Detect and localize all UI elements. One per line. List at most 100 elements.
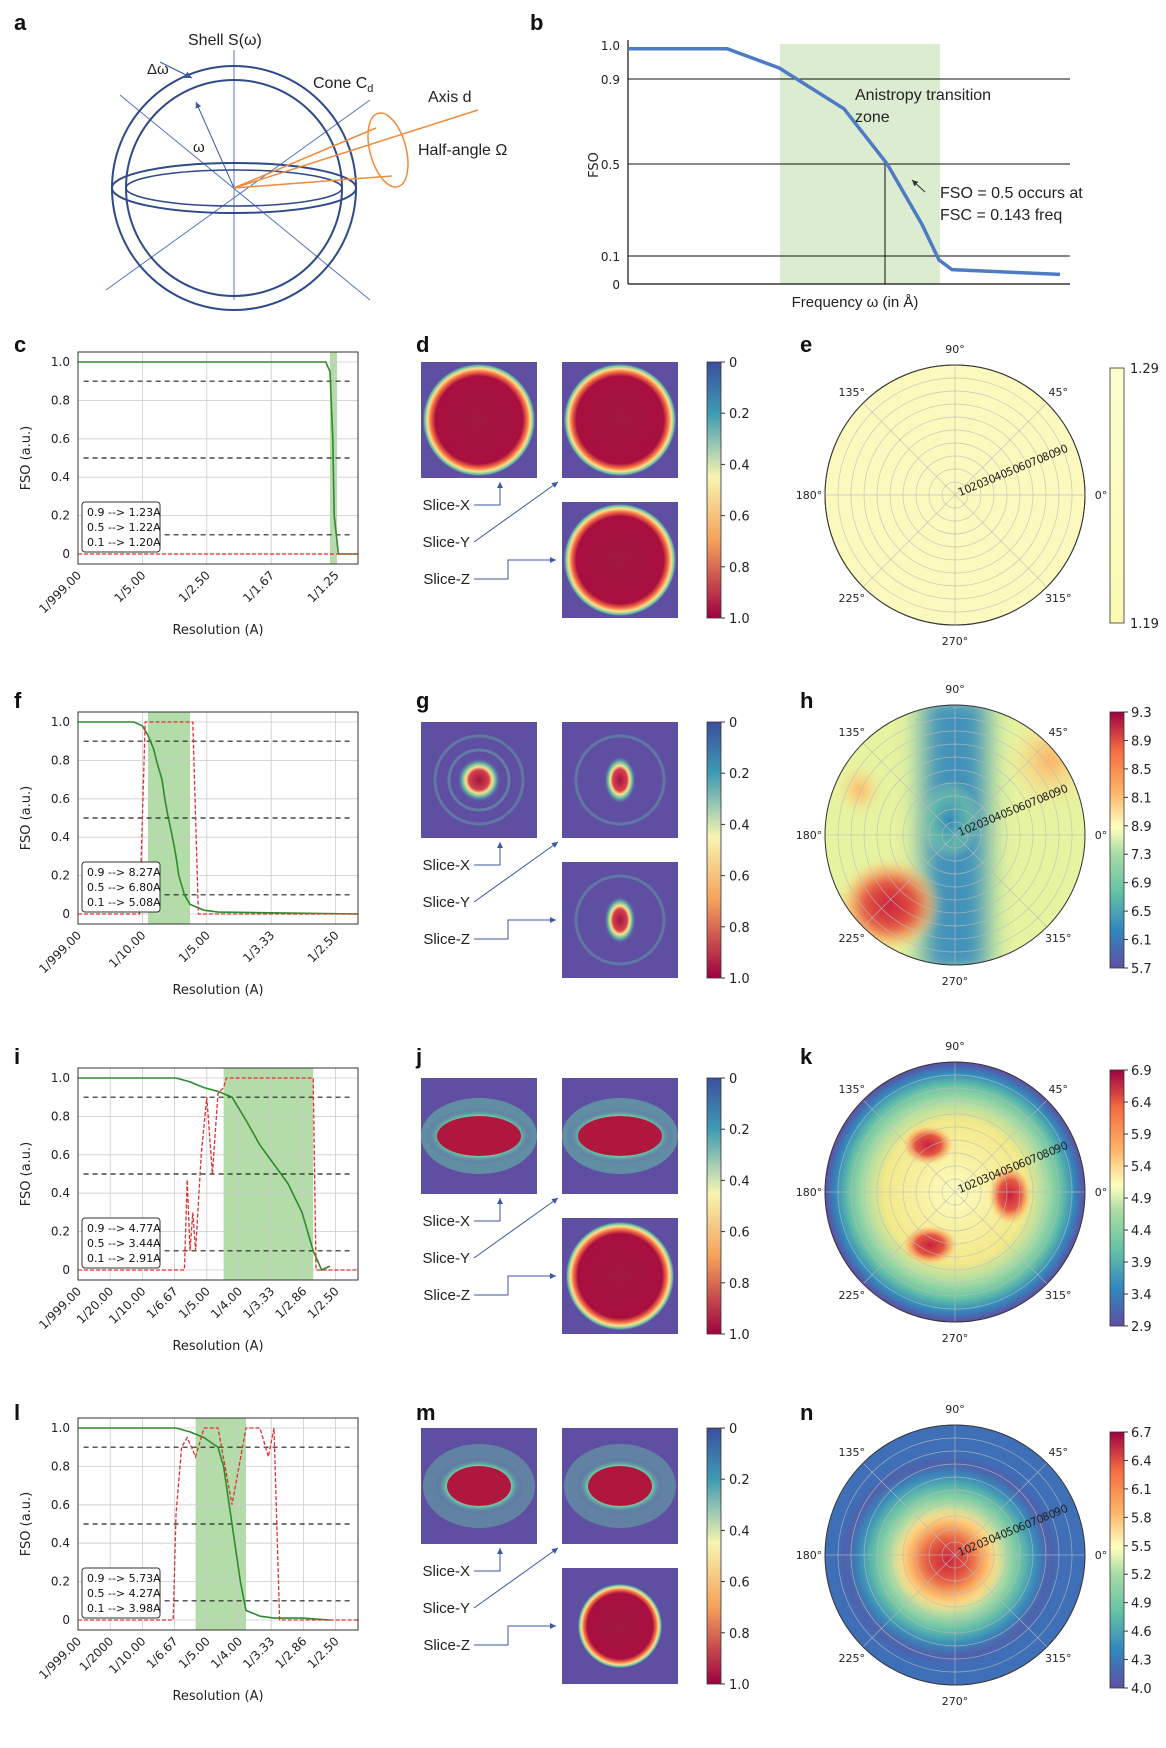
polar-radial-label: 10 (956, 1542, 974, 1559)
polar-angle-label: 180° (796, 829, 823, 842)
polar-radial-label: 50 (1004, 462, 1022, 479)
panel-letter-f: f (14, 688, 22, 713)
colorbar-tick-label: 0 (729, 1422, 737, 1437)
polar-angle-label: 225° (839, 932, 866, 945)
legend-box (81, 1567, 161, 1619)
slice-z-spot (604, 896, 636, 944)
colorbar-tick-label: 1.0 (729, 972, 750, 987)
colorbar-tick-label: 4.3 (1131, 1654, 1152, 1669)
b-zone-label-1: Anistropy transition (855, 87, 991, 104)
polar-radial-label: 60 (1016, 1154, 1034, 1171)
fsc-dashed-series (78, 1077, 358, 1271)
slice-z-connector (474, 1623, 556, 1646)
panel-letter-n: n (800, 1400, 813, 1425)
colorbar-tick-label: 2.9 (1131, 1320, 1152, 1335)
legend-entry: 0.1 --> 2.91A (87, 1252, 161, 1265)
y-tick-label: 0.2 (51, 509, 70, 523)
fso-series (78, 1077, 331, 1272)
panel-letter-m: m (416, 1400, 436, 1425)
slice-y-connector (473, 1197, 559, 1259)
plot-frame (77, 351, 359, 565)
y-axis-label: FSO (a.u.) (19, 786, 34, 850)
polar-overlays: 90°45°0°315°270°225°180°135°102030405060… (796, 343, 1108, 1708)
panel-letter-j: j (415, 1044, 422, 1069)
colorbar-tick-label: 4.0 (1131, 1682, 1152, 1697)
slice-colorbar (706, 1427, 722, 1685)
slice-z-disc (578, 1584, 662, 1668)
colorbar-tick-label: 6.1 (1131, 1483, 1152, 1498)
legend-box (81, 861, 161, 913)
x-tick-label: 1/2.50 (176, 568, 213, 605)
x-axis-label: Resolution (A) (172, 623, 263, 638)
x-tick-label: 1/1.25 (305, 568, 342, 605)
polar-grid-spoke (954, 1099, 1048, 1193)
legend-entry: 0.1 --> 3.98A (87, 1602, 161, 1615)
colorbar-tick-label: 9.3 (1131, 706, 1152, 721)
colorbar-tick-label: 3.9 (1131, 1256, 1152, 1271)
polar-grid-spoke (954, 742, 1048, 836)
fso-series (78, 1427, 331, 1621)
slice-z-connector (474, 1273, 556, 1296)
colorbar-tick-label: 6.5 (1131, 905, 1152, 920)
colorbar-tick-label: 0.6 (729, 1576, 750, 1591)
colorbar-tick-label: 3.4 (1131, 1288, 1152, 1303)
colorbar-tick-label: 0 (729, 356, 737, 371)
x-tick-label: 1/1.67 (240, 568, 277, 605)
polar-radial-label: 60 (1016, 457, 1034, 474)
colorbar-tick-label: 6.4 (1131, 1096, 1152, 1111)
colorbar-n (1109, 1431, 1125, 1689)
x-tick-label: 1/2.50 (305, 1634, 342, 1671)
colorbar-tick-label: 5.9 (1131, 1128, 1152, 1143)
colorbar-tick-label: 8.5 (1131, 763, 1152, 778)
x-tick-label: 1/5.00 (176, 1284, 213, 1321)
y-tick-label: 0 (62, 547, 70, 561)
y-tick-label: 0.4 (51, 830, 70, 844)
h-center-blue (920, 780, 980, 860)
polar-radial-label: 40 (992, 467, 1010, 484)
polar-radial-label: 60 (1016, 797, 1034, 814)
legend-box (81, 501, 161, 553)
colorbar-tick-label: 5.2 (1131, 1568, 1152, 1583)
y-tick-label: 0.8 (51, 753, 70, 767)
shell-label: Shell S(ω) (188, 32, 262, 49)
colorbar-tick-label: 0.8 (729, 921, 750, 936)
cone-axis-line (233, 109, 479, 189)
colorbar-tick-label: 8.9 (1131, 734, 1152, 749)
slice-x-connector (474, 1548, 503, 1572)
colorbar-tick-label: 6.9 (1131, 1064, 1152, 1079)
ring (574, 734, 666, 826)
colorbar-tick-label: 4.6 (1131, 1625, 1152, 1640)
polar-radial-label: 30 (980, 1532, 998, 1549)
slice-y-label: Slice-Y (422, 534, 470, 551)
polar-angle-label: 225° (839, 592, 866, 605)
y-tick-label: 0.8 (51, 393, 70, 407)
panel-letter-l: l (14, 1400, 20, 1425)
colorbar-tick-label: 6.4 (1131, 1454, 1152, 1469)
polar-grid-spoke (954, 1191, 1048, 1285)
b-note-arrow (911, 179, 926, 193)
polar-radial-label: 10 (956, 1179, 974, 1196)
polar-grid-spoke (862, 494, 956, 588)
polar-angle-label: 315° (1045, 592, 1072, 605)
slices-m (421, 1428, 678, 1684)
omega-arrow (195, 101, 235, 189)
slice-x-connector (474, 842, 503, 866)
x-tick-label: 1/999.00 (36, 1634, 84, 1682)
y-tick-label: 0.4 (51, 1536, 70, 1550)
x-tick-label: 1/6.67 (144, 1634, 181, 1671)
y-axis-label: FSO (a.u.) (19, 426, 34, 490)
x-tick-label: 1/3.33 (240, 1634, 277, 1671)
colorbar-tick-label: 0.8 (729, 1627, 750, 1642)
x-axis-label: Resolution (A) (172, 1339, 263, 1354)
x-tick-label: 1/2.50 (305, 928, 342, 965)
polar-radial-label: 70 (1028, 1512, 1046, 1529)
polar-radial-label: 40 (992, 1527, 1010, 1544)
polar-grid-spoke (954, 494, 1048, 588)
polar-radial-label: 20 (968, 477, 986, 494)
slice-y-spot (604, 756, 636, 804)
polar-angle-label: 135° (839, 1446, 866, 1459)
slice-x-disc (423, 364, 535, 476)
colorbar-tick-label: 5.4 (1131, 1160, 1152, 1175)
x-tick-label: 1/3.33 (240, 928, 277, 965)
